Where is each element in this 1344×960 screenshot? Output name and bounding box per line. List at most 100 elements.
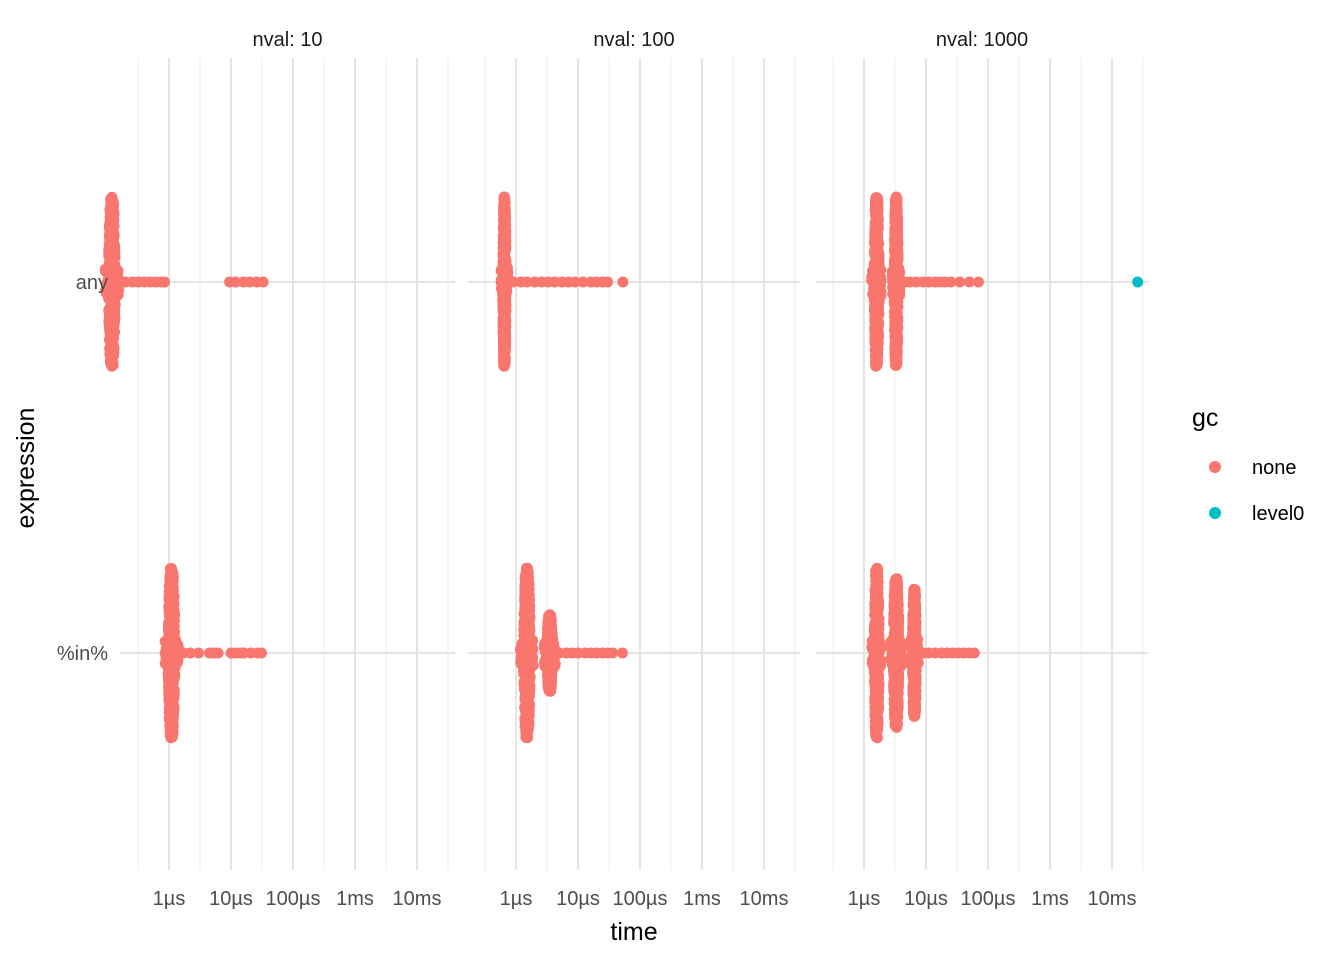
data-point (891, 590, 903, 602)
data-point (870, 329, 882, 340)
data-point (167, 614, 179, 625)
data-point (521, 564, 533, 576)
data-point (544, 636, 556, 648)
data-point (870, 345, 882, 357)
data-point (607, 647, 618, 659)
data-point (104, 221, 116, 233)
data-point (519, 679, 531, 691)
data-point (520, 619, 532, 631)
data-point (875, 290, 887, 302)
data-point (907, 686, 919, 698)
data-point (892, 228, 904, 240)
data-point (515, 655, 527, 667)
points (495, 191, 629, 744)
data-point (159, 276, 171, 288)
data-point (868, 656, 880, 668)
data-point (520, 702, 532, 713)
data-point (499, 211, 511, 223)
data-point (495, 277, 507, 288)
data-point (549, 660, 561, 672)
x-axis-title: time (610, 918, 657, 946)
data-point (872, 600, 884, 612)
data-point (164, 689, 176, 700)
data-point (871, 223, 883, 235)
data-point (109, 305, 120, 317)
y-tick-label: any (76, 272, 108, 294)
legend-label: none (1252, 457, 1297, 479)
y-tick-label: %in% (57, 643, 108, 665)
data-point (104, 203, 116, 215)
data-point (890, 347, 901, 359)
data-point (212, 647, 224, 659)
panel-title: nval: 100 (593, 29, 674, 51)
data-point (907, 647, 919, 659)
data-point (184, 647, 196, 659)
x-tick-label: 1µs (153, 888, 186, 910)
data-point (230, 276, 242, 288)
data-point (892, 298, 903, 310)
data-point (167, 585, 179, 597)
data-point (890, 611, 902, 623)
data-point (870, 675, 882, 687)
data-point (102, 289, 114, 301)
data-point (890, 576, 902, 588)
data-point (165, 595, 176, 607)
data-point (890, 697, 902, 709)
data-point (889, 720, 901, 732)
points (99, 191, 269, 744)
data-point (103, 315, 115, 327)
x-tick-label: 100µs (961, 888, 1016, 910)
data-point (166, 728, 178, 740)
data-point (617, 276, 629, 288)
data-point (499, 299, 511, 310)
y-axis-title: expression (12, 408, 40, 529)
data-point (891, 205, 903, 217)
data-point (869, 642, 881, 654)
data-point (871, 707, 883, 719)
panel-title: nval: 10 (252, 29, 322, 51)
data-point (498, 354, 510, 366)
panel-1: nval: 10 1µs 10µs 100µs 1ms 10ms (99, 29, 455, 910)
data-point (908, 588, 920, 600)
data-point (907, 660, 919, 672)
legend-key (1209, 461, 1221, 473)
x-tick-label: 1ms (683, 888, 721, 910)
data-point (523, 578, 535, 590)
data-point (545, 676, 557, 688)
data-point (871, 243, 883, 255)
data-point (972, 276, 984, 288)
data-point (256, 647, 267, 659)
data-point (954, 276, 966, 288)
data-point (101, 263, 113, 275)
data-point (891, 336, 903, 347)
x-tick-label: 100µs (266, 888, 321, 910)
x-tick-label: 10µs (904, 888, 948, 910)
data-point (871, 688, 883, 700)
x-tick-label: 1ms (336, 888, 374, 910)
data-point (519, 721, 531, 732)
data-point (968, 647, 980, 659)
data-point (909, 636, 921, 648)
data-point (870, 192, 882, 204)
data-point (908, 608, 920, 620)
data-point (890, 358, 902, 370)
x-tick-label: 10µs (209, 888, 253, 910)
data-point (909, 706, 921, 718)
data-point (616, 647, 628, 659)
data-point (105, 337, 116, 349)
y-axis-tick-labels: any %in% (57, 272, 108, 665)
data-point (519, 691, 531, 703)
data-point (500, 240, 512, 252)
data-point (499, 335, 511, 347)
data-point (522, 607, 533, 619)
x-tick-label: 10ms (393, 888, 442, 910)
data-point (165, 705, 177, 717)
legend-title: gc (1192, 404, 1218, 432)
data-point (257, 276, 269, 288)
data-point (167, 677, 179, 689)
points (866, 191, 1144, 744)
